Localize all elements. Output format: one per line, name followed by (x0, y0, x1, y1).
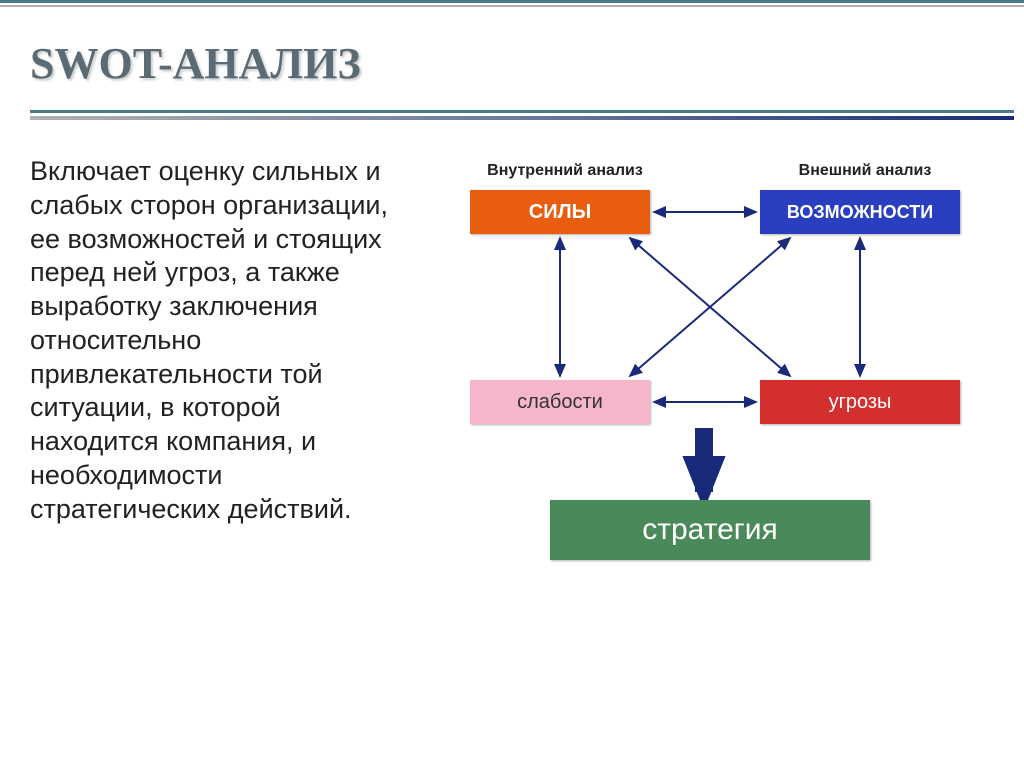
label-external: Внешний анализ (775, 162, 955, 180)
arrow-o-w (630, 238, 790, 376)
divider-line-1 (30, 110, 1014, 113)
top-decor (0, 0, 1024, 7)
box-threats: угрозы (760, 380, 960, 424)
body-text: Включает оценку сильных и слабых сторон … (30, 155, 410, 526)
title-area: SWOT-АНАЛИЗ (30, 38, 994, 89)
divider-line-2 (30, 116, 1014, 120)
box-strategy: стратегия (550, 500, 870, 560)
box-opportunities: ВОЗМОЖНОСТИ (760, 190, 960, 234)
box-weaknesses: слабости (470, 380, 650, 424)
top-line-2 (0, 5, 1024, 7)
top-line-1 (0, 0, 1024, 3)
swot-diagram: Внутренний анализ Внешний анализ СИЛЫ ВО… (430, 150, 990, 620)
box-strengths: СИЛЫ (470, 190, 650, 234)
label-internal: Внутренний анализ (485, 162, 645, 180)
slide-title: SWOT-АНАЛИЗ (30, 38, 994, 89)
slide: SWOT-АНАЛИЗ Включает оценку сильных и сл… (0, 0, 1024, 767)
arrow-s-t (630, 238, 790, 376)
title-divider (30, 110, 1014, 132)
